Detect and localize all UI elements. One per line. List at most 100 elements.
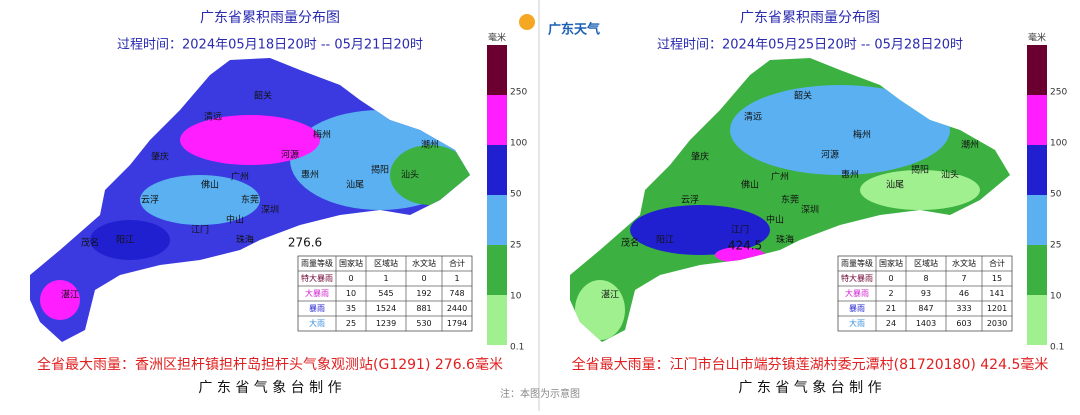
table-text: 35 [346, 304, 356, 313]
city-label: 珠海 [236, 234, 254, 246]
table-text: 10 [346, 289, 356, 298]
table-text: 25 [346, 319, 356, 328]
table-text: 141 [989, 289, 1004, 298]
table-text: 545 [378, 289, 393, 298]
legend-label: 0.1 [1050, 343, 1064, 353]
legend-swatch [487, 245, 507, 295]
legend-unit: 毫米 [1028, 32, 1046, 44]
period: 过程时间：2024年05月18日20时 -- 05月21日20时 [117, 38, 423, 53]
footer: 广 东 省 气 象 台 制 作 [198, 380, 341, 396]
legend-label: 25 [510, 241, 521, 251]
city-label: 惠州 [301, 169, 319, 181]
table-text: 8 [923, 274, 928, 283]
city-label: 云浮 [681, 194, 699, 206]
table-text: 雨量等级 [841, 258, 873, 268]
legend-label: 100 [1050, 139, 1067, 149]
city-label: 韶关 [254, 90, 272, 102]
legend-label: 50 [1050, 190, 1062, 200]
city-label: 湛江 [601, 290, 619, 301]
city-label: 江门 [731, 224, 749, 236]
table-text: 15 [992, 274, 1002, 283]
table-text: 21 [886, 304, 896, 313]
legend-swatch [487, 145, 507, 195]
table-text: 1201 [987, 304, 1007, 313]
city-label: 揭阳 [371, 164, 389, 176]
city-label: 河源 [281, 149, 299, 161]
city-label: 河源 [821, 149, 839, 161]
logo: 广东天气 [548, 22, 600, 38]
city-label: 汕尾 [346, 180, 364, 191]
legend-label: 250 [1050, 88, 1067, 98]
table-text: 2030 [987, 319, 1007, 328]
table-text: 0 [421, 274, 426, 283]
table-text: 水文站 [952, 258, 976, 268]
legend-label: 10 [1050, 292, 1062, 302]
city-label: 中山 [766, 214, 784, 226]
table-text: 水文站 [412, 258, 436, 268]
table-text: 特大暴雨 [301, 273, 333, 283]
table-text: 530 [416, 319, 431, 328]
note: 注：本图为示意图 [500, 387, 580, 400]
table-text: 24 [886, 319, 896, 328]
max-text: 全省最大雨量：江门市台山市端芬镇莲湖村委元潭村(81720180) 424.5毫… [572, 356, 1049, 373]
legend-unit: 毫米 [488, 32, 506, 44]
legend-label: 50 [510, 190, 522, 200]
city-label: 广州 [231, 171, 249, 183]
table-text: 特大暴雨 [841, 273, 873, 283]
city-label: 潮州 [961, 139, 979, 151]
legend-swatch [1027, 45, 1047, 95]
table-text: 国家站 [879, 258, 903, 268]
city-label: 广州 [771, 171, 789, 183]
table-text: 0 [888, 274, 893, 283]
city-label: 佛山 [201, 179, 219, 191]
legend-swatch [1027, 95, 1047, 145]
table-text: 46 [959, 289, 969, 298]
table-text: 93 [921, 289, 931, 298]
city-label: 佛山 [741, 179, 759, 191]
table-text: 1 [383, 274, 388, 283]
city-label: 潮州 [421, 139, 439, 151]
table-text: 2 [888, 289, 893, 298]
legend-label: 100 [510, 139, 527, 149]
legend-label: 10 [510, 292, 522, 302]
table-text: 7 [961, 274, 966, 283]
table-text: 748 [449, 289, 464, 298]
city-label: 汕头 [941, 170, 959, 181]
table-text: 合计 [989, 258, 1005, 268]
legend-label: 0.1 [510, 343, 524, 353]
legend-swatch [487, 295, 507, 345]
city-label: 清远 [204, 111, 222, 123]
legend-swatch [1027, 245, 1047, 295]
table-text: 大暴雨 [845, 288, 869, 298]
city-label: 梅州 [313, 129, 331, 141]
city-label: 云浮 [141, 194, 159, 206]
legend-swatch [1027, 195, 1047, 245]
max-label: 424.5 [728, 239, 762, 253]
max-text: 全省最大雨量：香洲区担杆镇担杆岛担杆头气象观测站(G1291) 276.6毫米 [37, 356, 503, 373]
table-text: 区域站 [374, 258, 398, 268]
city-label: 深圳 [801, 205, 819, 216]
table-text: 1239 [376, 319, 396, 328]
city-label: 江门 [191, 224, 209, 236]
table-text: 192 [416, 289, 431, 298]
table-text: 1794 [447, 319, 467, 328]
table-text: 2440 [447, 304, 467, 313]
table-cell [981, 315, 1013, 332]
table-text: 暴雨 [849, 304, 865, 313]
period: 过程时间：2024年05月25日20时 -- 05月28日20时 [657, 38, 963, 53]
city-label: 肇庆 [691, 151, 709, 163]
panel-title: 广东省累积雨量分布图 [740, 10, 880, 26]
table-text: 国家站 [339, 258, 363, 268]
table-text: 1 [454, 274, 459, 283]
city-label: 茂名 [81, 237, 99, 249]
table-text: 0 [348, 274, 353, 283]
table-text: 1403 [916, 319, 936, 328]
city-label: 阳江 [656, 235, 674, 246]
legend-swatch [1027, 145, 1047, 195]
table-text: 大暴雨 [305, 288, 329, 298]
table-text: 大雨 [309, 318, 325, 328]
city-label: 东莞 [781, 194, 799, 206]
city-label: 韶关 [794, 90, 812, 102]
city-label: 湛江 [61, 290, 79, 301]
legend-label: 250 [510, 88, 527, 98]
